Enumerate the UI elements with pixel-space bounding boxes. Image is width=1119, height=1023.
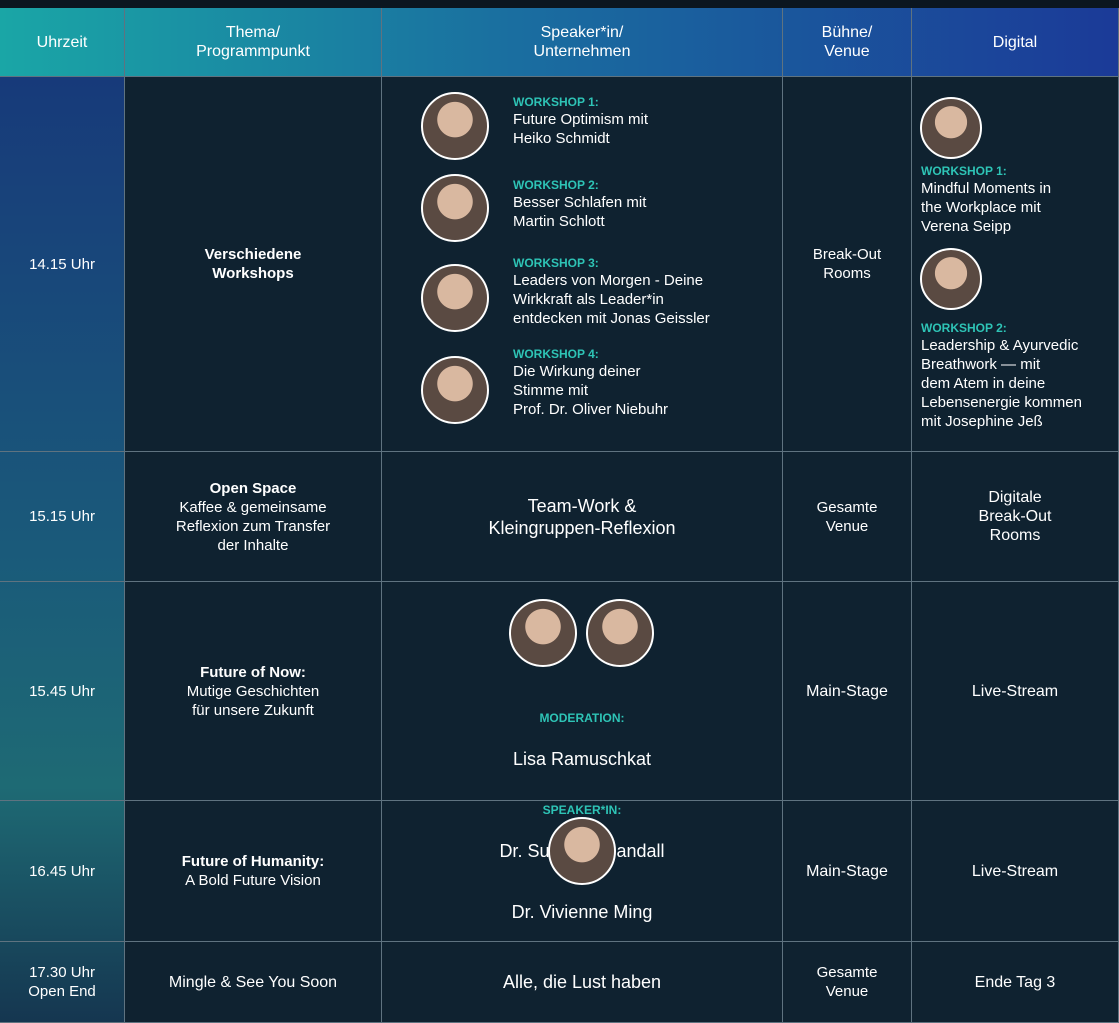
speaker-cell: WORKSHOP 1: Future Optimism mit Heiko Sch… (382, 77, 783, 452)
header-cell: Digital (912, 8, 1119, 77)
time-cell: 16.45 Uhr (0, 801, 125, 942)
venue-cell: Gesamte Venue (783, 452, 912, 582)
topic-title: Future of Humanity: (181, 853, 325, 870)
workshop-label: WORKSHOP 4: (513, 347, 599, 361)
topic-cell: Future of Humanity: A Bold Future Vision (125, 801, 382, 942)
speaker-photo (421, 174, 489, 242)
venue-cell: Break-Out Rooms (783, 77, 912, 452)
workshop-text: Future Optimism mit Heiko Schmidt (513, 111, 649, 147)
topic-title: Future of Now: (200, 663, 306, 681)
header-cell: Thema/ Programmpunkt (125, 8, 382, 77)
workshop: WORKSHOP 2: Leadership & Ayurvedic Breath… (921, 320, 1082, 431)
workshop-text: Leadership & Ayurvedic Breathwork — mit … (921, 337, 1082, 430)
workshop-label: WORKSHOP 2: (921, 321, 1007, 335)
topic-title: Verschiedene Workshops (125, 77, 382, 452)
speaker-photo (421, 356, 489, 424)
time-cell: 17.30 Uhr Open End (0, 942, 125, 1023)
topic-cell: Open Space Kaffee & gemeinsame Reflexion … (125, 452, 382, 582)
top-strip (0, 0, 1119, 8)
workshop: WORKSHOP 1: Future Optimism mit Heiko Sch… (513, 94, 648, 148)
speaker-cell: Dr. Vivienne Ming (382, 801, 783, 942)
speaker-name: Lisa Ramuschkat (512, 749, 652, 769)
role-label: MODERATION: (539, 711, 625, 725)
speaker-list: MODERATION: Lisa Ramuschkat SPEAKER*IN: … (382, 688, 782, 884)
header-bg (0, 8, 1119, 77)
topic-text: A Bold Future Vision (185, 872, 321, 889)
workshop-label: WORKSHOP 1: (921, 164, 1007, 178)
header-cell: Uhrzeit (0, 8, 125, 77)
time-cell: 14.15 Uhr (0, 77, 125, 452)
role-label: SPEAKER*IN: (542, 803, 622, 817)
header-cell: Bühne/ Venue (783, 8, 912, 77)
workshop-text: Leaders von Morgen - Deine Wirkkraft als… (513, 272, 710, 327)
speaker-photo (421, 264, 489, 332)
workshop: WORKSHOP 1: Mindful Moments in the Workpl… (921, 163, 1051, 236)
speaker-photo (920, 97, 982, 159)
speaker-cell: Team-Work & Kleingruppen-Reflexion (382, 452, 783, 582)
venue-cell: Gesamte Venue (783, 942, 912, 1023)
speaker-photo (421, 92, 489, 160)
topic-text: Mutige Geschichten für unsere Zukunft (186, 682, 320, 719)
speaker-photo (509, 599, 577, 667)
venue-cell: Main-Stage (783, 582, 912, 801)
header-cell: Speaker*in/ Unternehmen (382, 8, 783, 77)
digital-cell: Ende Tag 3 (912, 942, 1119, 1023)
topic-text: Mingle & See You Soon (125, 942, 382, 1023)
workshop-text: Besser Schlafen mit Martin Schlott (513, 194, 647, 230)
workshop: WORKSHOP 4: Die Wirkung deiner Stimme mit… (513, 346, 668, 419)
speaker-photo (920, 248, 982, 310)
speaker-name: Dr. Vivienne Ming (511, 902, 653, 922)
digital-cell: Live-Stream (912, 801, 1119, 942)
topic-text: Kaffee & gemeinsame Reflexion zum Transf… (175, 498, 331, 554)
workshop: WORKSHOP 3: Leaders von Morgen - Deine Wi… (513, 255, 710, 328)
digital-cell: WORKSHOP 1: Mindful Moments in the Workpl… (912, 77, 1119, 452)
workshop-label: WORKSHOP 2: (513, 178, 599, 192)
workshop-label: WORKSHOP 3: (513, 256, 599, 270)
time-cell: 15.15 Uhr (0, 452, 125, 582)
workshop-text: Die Wirkung deiner Stimme mit Prof. Dr. … (513, 363, 669, 418)
workshop-label: WORKSHOP 1: (513, 95, 599, 109)
digital-cell: Digitale Break-Out Rooms (912, 452, 1119, 582)
topic-title: Open Space (209, 479, 297, 497)
workshop: WORKSHOP 2: Besser Schlafen mit Martin Sc… (513, 177, 646, 231)
speaker-cell: Alle, die Lust haben (382, 942, 783, 1023)
digital-cell: Live-Stream (912, 582, 1119, 801)
speaker-photo (548, 817, 616, 885)
topic-cell: Future of Now: Mutige Geschichten für uns… (125, 582, 382, 801)
workshop-text: Mindful Moments in the Workplace mit Ver… (921, 180, 1052, 235)
venue-cell: Main-Stage (783, 801, 912, 942)
speaker-photo (586, 599, 654, 667)
time-column-bg (0, 77, 125, 1023)
time-cell: 15.45 Uhr (0, 582, 125, 801)
speaker-cell: MODERATION: Lisa Ramuschkat SPEAKER*IN: … (382, 582, 783, 861)
